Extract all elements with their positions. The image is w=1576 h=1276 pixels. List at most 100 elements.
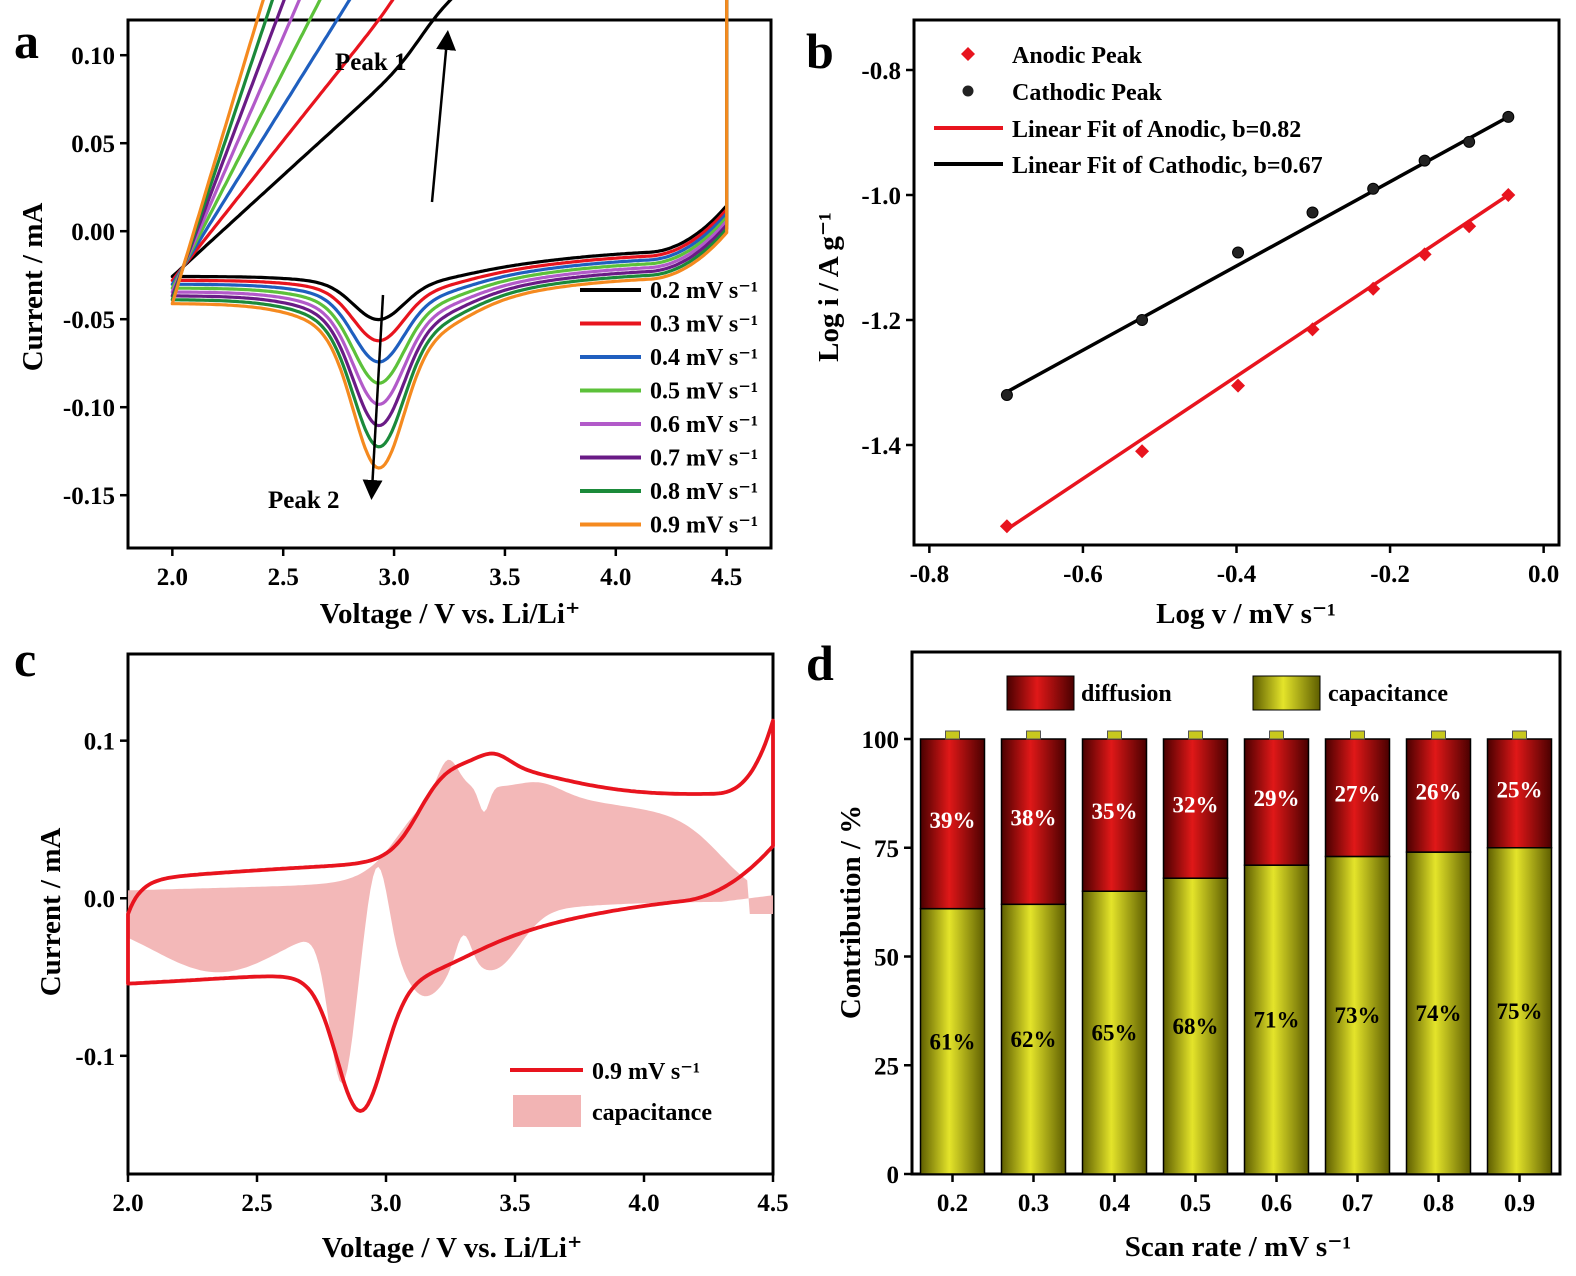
cv-curve <box>170 0 729 343</box>
x-tick-label: 4.5 <box>711 564 742 591</box>
legend-marker <box>962 85 974 97</box>
x-tick-label: 3.5 <box>499 1190 530 1217</box>
y-tick-label: -1.2 <box>861 308 901 335</box>
legend-label-capacitance: capacitance <box>1328 681 1448 707</box>
legend-label: Linear Fit of Anodic, b=0.82 <box>1012 117 1301 143</box>
bar-cap <box>1512 730 1527 740</box>
legend-label: 0.9 mV s⁻¹ <box>650 513 758 539</box>
y-tick-label: -1.0 <box>861 183 901 210</box>
anodic-point <box>1501 188 1516 202</box>
fit-line <box>1005 193 1510 531</box>
bar-cap <box>1107 730 1122 740</box>
panel-d-chart: 39% 61% 38% 62% 35% 65% 32% 68% 29% 71% 27% 73% 26% 7… <box>835 650 1562 1263</box>
x-tick-label: -0.2 <box>1370 561 1410 588</box>
panel-c-ticks: 2.0 2.5 3.0 3.5 4.0 4.5 -0.1 0.0 0.1 <box>75 729 788 1217</box>
bar-cap <box>945 730 960 740</box>
legend-label: 0.4 mV s⁻¹ <box>650 345 758 371</box>
cathodic-point <box>1136 314 1149 326</box>
capacitance-area <box>128 759 773 1084</box>
cv-curve <box>170 0 729 322</box>
cathodic-point <box>1306 206 1319 219</box>
legend-label: 0.2 mV s⁻¹ <box>650 278 758 304</box>
panel-d-xlabel: Scan rate / mV s⁻¹ <box>1125 1231 1351 1263</box>
y-tick-label: 0 <box>887 1162 900 1189</box>
legend-label: Cathodic Peak <box>1012 80 1163 106</box>
x-tick-label: 3.0 <box>378 564 409 591</box>
panel-c-legend: 0.9 mV s⁻¹ capacitance <box>510 1059 712 1127</box>
bar-cap <box>1026 730 1041 740</box>
diffusion-label: 26% <box>1416 780 1462 805</box>
cv-curve <box>170 0 729 449</box>
panel-label-b: b <box>806 23 834 79</box>
bar-cap <box>1350 730 1365 740</box>
x-tick-label: 3.0 <box>370 1190 401 1217</box>
panel-label-d: d <box>806 635 834 691</box>
capacitance-bar <box>1162 877 1229 1175</box>
x-tick-label: 0.2 <box>937 1190 968 1217</box>
legend-label: capacitance <box>592 1100 712 1126</box>
x-tick-label: 0.9 <box>1504 1190 1535 1217</box>
panel-b-legend: Anodic Peak Cathodic Peak Linear Fit of An… <box>934 43 1323 179</box>
capacitance-label: 61% <box>930 1029 976 1054</box>
y-tick-label: -0.05 <box>63 307 115 334</box>
peak1-label: Peak 1 <box>335 49 407 76</box>
legend-label: 0.9 mV s⁻¹ <box>592 1059 700 1085</box>
x-tick-label: 2.5 <box>268 564 299 591</box>
capacitance-bar <box>1486 847 1553 1175</box>
panel-b-frame <box>912 18 1561 547</box>
peak1-arrow <box>430 30 457 203</box>
legend-swatch-capacitance <box>1252 675 1321 711</box>
x-tick-label: 4.0 <box>600 564 631 591</box>
y-tick-label: 0.0 <box>84 886 115 913</box>
legend-label: 0.5 mV s⁻¹ <box>650 379 758 405</box>
cathodic-point <box>1502 110 1515 123</box>
capacitance-bar <box>1243 864 1310 1175</box>
cathodic-point <box>1000 389 1013 401</box>
diffusion-label: 32% <box>1173 793 1219 818</box>
y-tick-label: 0.1 <box>84 729 115 756</box>
y-tick-label: -0.1 <box>75 1044 115 1071</box>
anodic-point <box>1417 247 1432 262</box>
x-tick-label: 0.0 <box>1528 561 1559 588</box>
panel-a-ticks: 2.0 2.5 3.0 3.5 4.0 4.5 -0.15 -0.10 -0.05 0.00 0.0… <box>63 43 742 591</box>
capacitance-label: 73% <box>1335 1003 1381 1028</box>
cv-curve <box>170 0 729 428</box>
diffusion-bar <box>1486 738 1553 849</box>
x-tick-label: 2.5 <box>241 1190 272 1217</box>
diffusion-bar <box>1162 738 1229 879</box>
diffusion-label: 38% <box>1011 806 1057 831</box>
panel-b-ylabel: Log i / A g⁻¹ <box>813 212 845 362</box>
panel-label-a: a <box>14 13 39 69</box>
y-tick-label: -0.10 <box>63 395 115 422</box>
cv-curve-0.9 <box>126 718 775 1113</box>
bar-cap <box>1188 730 1203 740</box>
panel-c-chart: 2.0 2.5 3.0 3.5 4.0 4.5 -0.1 0.0 0.1 0.9 mV s⁻¹ c… <box>35 652 789 1264</box>
cathodic-point <box>1367 182 1380 195</box>
diffusion-bar <box>1081 738 1148 892</box>
x-tick-label: 0.8 <box>1423 1190 1454 1217</box>
cathodic-point <box>1232 246 1245 259</box>
diffusion-label: 29% <box>1254 786 1300 811</box>
capacitance-label: 68% <box>1173 1014 1219 1039</box>
diffusion-label: 35% <box>1092 799 1138 824</box>
cv-curve <box>170 0 729 470</box>
panel-d-ticks: 0.2 0.3 0.4 0.5 0.6 0.7 0.8 0.9 0 25 50 75 100 <box>862 727 1536 1217</box>
x-tick-label: 4.0 <box>628 1190 659 1217</box>
panel-a-chart: 2.0 2.5 3.0 3.5 4.0 4.5 -0.15 -0.10 -0.05 0.00 0.0… <box>17 0 773 630</box>
panel-a-curves <box>170 0 729 470</box>
capacitance-label: 71% <box>1254 1008 1300 1033</box>
diffusion-bar <box>1324 738 1391 858</box>
x-tick-label: 0.3 <box>1018 1190 1049 1217</box>
legend-label: 0.3 mV s⁻¹ <box>650 312 758 338</box>
capacitance-label: 65% <box>1092 1021 1138 1046</box>
peak2-label: Peak 2 <box>268 487 340 514</box>
cv-curve <box>170 0 729 385</box>
diffusion-label: 27% <box>1335 782 1381 807</box>
legend-swatch <box>513 1095 581 1127</box>
panel-a-ylabel: Current / mA <box>17 203 49 372</box>
y-tick-label: -0.15 <box>63 483 115 510</box>
y-tick-label: 75 <box>874 836 899 863</box>
panel-b-ticks: -0.8 -0.6 -0.4 -0.2 0.0 -1.4 -1.2 -1.0 -0.8 <box>861 58 1559 588</box>
x-tick-label: 2.0 <box>112 1190 143 1217</box>
